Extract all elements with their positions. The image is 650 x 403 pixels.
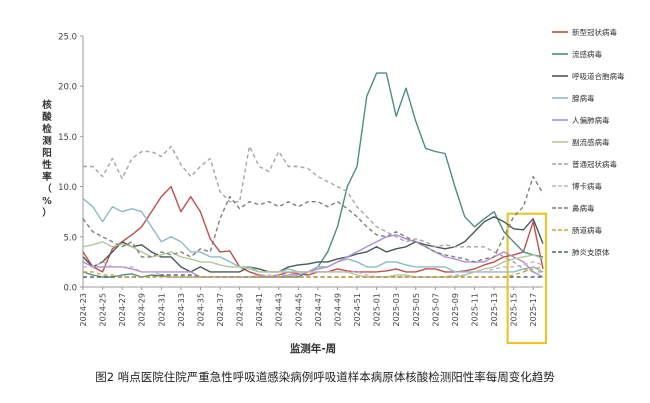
x-tick-label: 2024-25 — [99, 293, 108, 326]
legend-label: 副流感病毒 — [572, 137, 610, 147]
y-tick-label: 5.0 — [63, 233, 77, 243]
legend-label: 人偏肺病毒 — [572, 115, 610, 125]
series-line — [83, 145, 543, 273]
highlight-box — [506, 212, 548, 345]
x-tick-label: 2025-09 — [451, 293, 460, 326]
x-tick-label: 2024-33 — [177, 293, 186, 326]
y-tick-label: 10.0 — [58, 183, 77, 193]
x-tick-label: 2025-05 — [412, 293, 421, 326]
x-axis-title: 监测年-周 — [290, 342, 336, 355]
series-line — [82, 175, 544, 263]
x-tick-label: 2025-07 — [431, 293, 440, 326]
legend-label: 博卡病毒 — [572, 181, 602, 191]
y-tick-label: 25.0 — [58, 33, 77, 43]
x-tick-label: 2025-13 — [490, 293, 499, 326]
x-tick-label: 2024-39 — [236, 293, 245, 326]
series-line — [82, 198, 544, 273]
series-line — [83, 261, 544, 278]
legend-label: 新型冠状病毒 — [572, 27, 617, 37]
series-line — [82, 185, 544, 278]
figure-caption: 图2 哨点医院住院严重急性呼吸道感染病例呼吸道样本病原体核酸检测阳性率每周变化趋… — [95, 370, 555, 384]
x-tick-label: 2024-31 — [157, 293, 166, 326]
x-tick-label: 2024-47 — [314, 293, 323, 326]
x-tick-label: 2025-11 — [470, 293, 479, 326]
x-tick-label: 2025-17 — [529, 293, 538, 326]
legend-label: 肠道病毒 — [572, 225, 602, 235]
x-tick-label: 2025-03 — [392, 293, 401, 326]
x-tick-label: 2025-15 — [510, 293, 519, 326]
x-tick-label: 2024-51 — [353, 293, 362, 326]
y-tick-label: 20.0 — [58, 83, 77, 93]
legend-label: 流感病毒 — [572, 49, 602, 59]
x-tick-label: 2024-49 — [333, 293, 342, 326]
legend-label: 腺病毒 — [572, 93, 595, 103]
x-tick-label: 2024-23 — [79, 293, 88, 326]
x-tick-label: 2024-37 — [216, 293, 225, 326]
axes: 0.0 5.0 10.0 15.0 20.0 25.0 2024-23 2024-25 2024… — [42, 33, 543, 355]
series-line — [83, 266, 544, 278]
highlight-box-layer — [506, 212, 548, 345]
x-tick-label: 2025-01 — [373, 293, 382, 326]
x-tick-label: 2024-35 — [196, 293, 205, 326]
x-tick-label: 2024-43 — [275, 293, 284, 326]
legend: 新型冠状病毒流感病毒呼吸道合胞病毒腺病毒人偏肺病毒副流感病毒普通冠状病毒博卡病毒… — [552, 27, 625, 257]
series-line — [82, 215, 544, 273]
y-tick-label: 15.0 — [58, 133, 77, 143]
x-tick-label: 2024-27 — [118, 293, 127, 326]
legend-label: 肺炎支原体 — [572, 247, 610, 257]
series-lines — [82, 72, 544, 278]
x-tick-label: 2024-29 — [138, 293, 147, 326]
series-line — [82, 234, 544, 278]
series-line — [82, 72, 544, 278]
y-axis-title: 核酸检测阳性率（%） — [42, 99, 52, 219]
legend-label: 呼吸道合胞病毒 — [572, 71, 625, 81]
x-tick-label: 2024-45 — [294, 293, 303, 326]
legend-label: 鼻病毒 — [572, 203, 595, 213]
x-tick-label: 2024-41 — [255, 293, 264, 326]
legend-label: 普通冠状病毒 — [572, 159, 617, 169]
y-tick-label: 0.0 — [63, 284, 77, 294]
